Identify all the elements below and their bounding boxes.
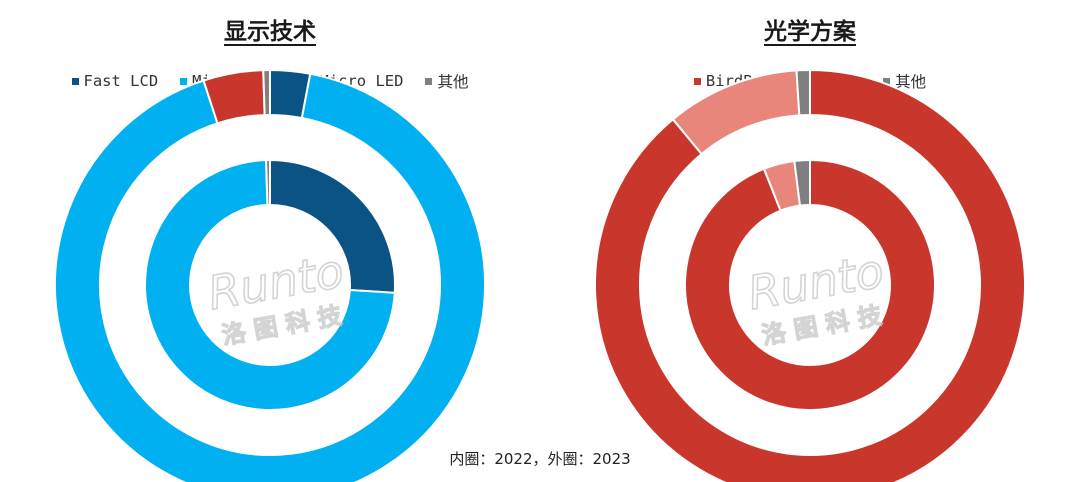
legend-entry: 其他	[425, 70, 469, 92]
legend-swatch	[180, 77, 188, 85]
legend-swatch	[71, 77, 79, 85]
footnote: 内圈：2022，外圈：2023	[449, 450, 631, 468]
chart-title: 光学方案	[764, 19, 856, 45]
legend-swatch	[693, 77, 701, 85]
donut-slice-inner-3	[265, 158, 271, 207]
legend-label: 其他	[895, 73, 927, 91]
chart-title: 显示技术	[224, 19, 316, 45]
donut-slice-inner-1	[144, 159, 396, 411]
legend-entry: 其他	[883, 70, 926, 92]
donut-slice-inner-0	[684, 158, 936, 411]
legend-label: 其他	[437, 73, 469, 91]
donut-slice-outer-0	[594, 68, 1026, 482]
donut-slice-outer-1	[54, 72, 486, 482]
legend-swatch	[425, 77, 433, 85]
donut-slice-inner-2	[793, 158, 811, 207]
donut-slice-outer-1	[671, 69, 801, 156]
donut-slice-outer-2	[795, 68, 811, 117]
legend-swatch	[883, 77, 891, 85]
legend-entry: Fast LCD	[71, 70, 159, 92]
donut-slice-outer-3	[262, 68, 271, 117]
legend-label: Fast LCD	[83, 72, 159, 90]
